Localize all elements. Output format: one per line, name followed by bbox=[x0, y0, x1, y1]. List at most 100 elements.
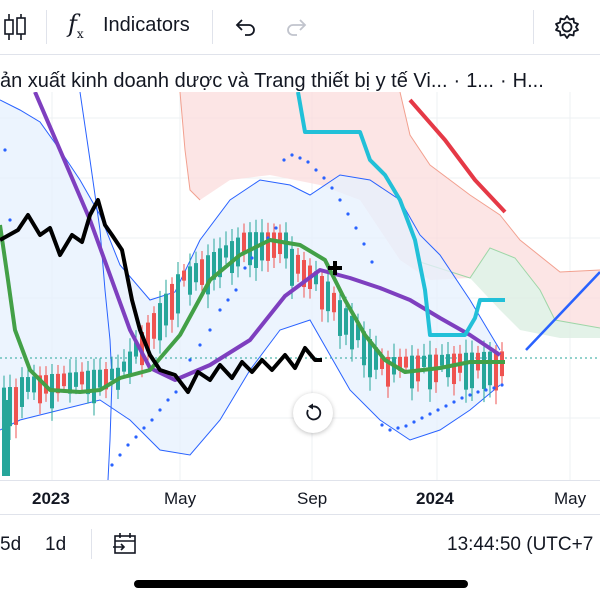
candle-body bbox=[242, 232, 246, 254]
ma-red bbox=[408, 98, 507, 214]
ma-cyan bbox=[296, 92, 505, 337]
candle-body bbox=[254, 232, 258, 268]
reset-chart-button[interactable] bbox=[293, 393, 333, 433]
sar-dot bbox=[3, 148, 7, 152]
trend-line-blue bbox=[525, 271, 600, 351]
range-5d-button[interactable]: 5d bbox=[0, 534, 22, 555]
candle-body bbox=[326, 281, 330, 312]
candle-body bbox=[428, 354, 432, 390]
sar-dot bbox=[370, 260, 374, 264]
candle-body bbox=[236, 237, 240, 267]
candle-body bbox=[374, 347, 378, 370]
sar-dot bbox=[362, 242, 366, 246]
symbol-name: ản xuất kinh doanh dược và Trang thiết b… bbox=[0, 70, 448, 92]
sar-dot bbox=[388, 428, 392, 432]
clock-time: 13:44:50 (UTC+7 bbox=[447, 534, 594, 555]
candle-body bbox=[290, 248, 294, 286]
sar-dot bbox=[118, 453, 122, 457]
candlestick-icon[interactable] bbox=[2, 12, 28, 42]
candle-body bbox=[350, 315, 354, 350]
bollinger-upper bbox=[0, 99, 501, 351]
price-chart[interactable] bbox=[0, 92, 600, 480]
candle-body bbox=[380, 357, 384, 369]
sar-dot bbox=[500, 383, 504, 387]
bottom-separator bbox=[91, 529, 92, 559]
sar-dot bbox=[460, 396, 464, 400]
sar-dot bbox=[436, 408, 440, 412]
sar-dot bbox=[452, 400, 456, 404]
sar-dot bbox=[234, 288, 238, 292]
sar-dot bbox=[468, 393, 472, 397]
sar-dot bbox=[444, 404, 448, 408]
settings-icon[interactable] bbox=[553, 13, 581, 41]
candle-body bbox=[194, 263, 198, 283]
candle-body bbox=[416, 355, 420, 382]
candle-body bbox=[188, 266, 192, 295]
candle-body bbox=[176, 274, 180, 314]
cloud-edge bbox=[179, 92, 201, 201]
sar-dot bbox=[380, 423, 384, 427]
sar-dot bbox=[420, 416, 424, 420]
candle-body bbox=[56, 373, 60, 394]
candle-body bbox=[80, 371, 84, 385]
sar-dot bbox=[354, 226, 358, 230]
candle-body bbox=[128, 351, 132, 375]
sar-dot bbox=[150, 418, 154, 422]
candle-body bbox=[362, 331, 366, 366]
sar-dot bbox=[314, 168, 318, 172]
sar-dot bbox=[166, 398, 170, 402]
candle-body bbox=[68, 372, 72, 394]
sar-dot bbox=[274, 226, 278, 230]
redo-icon[interactable] bbox=[284, 14, 310, 40]
sar-dot bbox=[492, 386, 496, 390]
candle-body bbox=[32, 376, 36, 393]
cloud-bullish bbox=[470, 248, 600, 338]
candle-body bbox=[422, 355, 426, 367]
sar-dot bbox=[250, 256, 254, 260]
candle-body bbox=[266, 232, 270, 261]
undo-icon[interactable] bbox=[232, 14, 258, 40]
candle-body bbox=[314, 271, 318, 285]
sar-dot bbox=[226, 298, 230, 302]
range-1d-button[interactable]: 1d bbox=[45, 534, 67, 555]
candle-body bbox=[260, 232, 264, 261]
sar-dot bbox=[330, 186, 334, 190]
symbol-title[interactable]: ản xuất kinh doanh dược và Trang thiết b… bbox=[0, 70, 544, 92]
ma-black-lagging bbox=[0, 198, 322, 394]
time-axis[interactable]: 2023 May Sep 2024 May bbox=[0, 480, 600, 515]
candle-body bbox=[104, 369, 108, 390]
candle-body bbox=[464, 352, 468, 390]
candle-body bbox=[272, 232, 276, 258]
candle-body bbox=[206, 255, 210, 295]
goto-date-icon[interactable] bbox=[112, 532, 138, 556]
candle-body bbox=[212, 252, 216, 280]
sar-dot bbox=[428, 412, 432, 416]
toolbar-separator bbox=[212, 10, 213, 44]
fx-icon[interactable]: fx bbox=[68, 10, 84, 41]
top-toolbar: fx Indicators bbox=[0, 0, 600, 55]
candle-body bbox=[164, 293, 168, 326]
indicators-button[interactable]: Indicators bbox=[103, 14, 190, 36]
candle-body bbox=[146, 322, 150, 351]
candle-body bbox=[404, 356, 408, 368]
candle-body bbox=[86, 370, 90, 395]
candle-body bbox=[344, 308, 348, 335]
candle-body bbox=[302, 260, 306, 288]
cloud-span-a bbox=[399, 92, 600, 273]
candle-body bbox=[452, 353, 456, 385]
candle-body bbox=[284, 232, 288, 259]
candle-body bbox=[296, 254, 300, 274]
candle-body bbox=[200, 259, 204, 285]
sar-dot bbox=[198, 343, 202, 347]
sar-dot bbox=[218, 308, 222, 312]
candle-body bbox=[98, 369, 102, 388]
candle-body bbox=[2, 387, 6, 409]
candle-body bbox=[320, 276, 324, 310]
sar-dot bbox=[208, 328, 212, 332]
candle-body bbox=[62, 373, 66, 387]
candle-body bbox=[182, 270, 186, 281]
candle-body bbox=[470, 352, 474, 389]
candle-body bbox=[2, 400, 10, 476]
bollinger-thin bbox=[79, 92, 113, 480]
candle-body bbox=[110, 368, 114, 381]
